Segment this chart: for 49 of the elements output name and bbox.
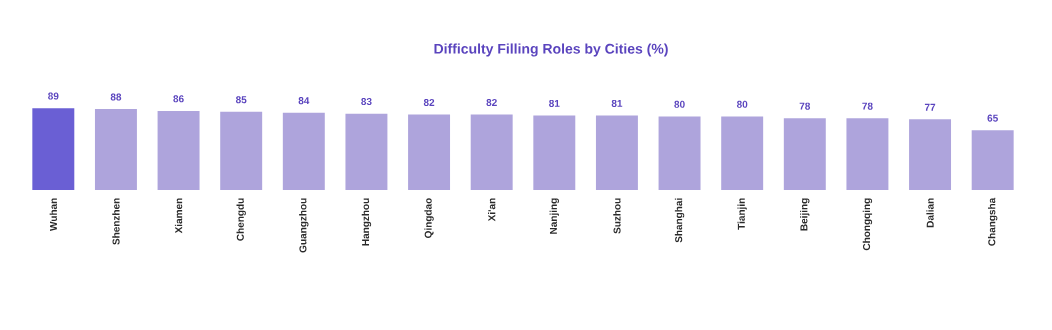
x-tick-label: Xiamen <box>174 198 183 234</box>
x-tick-label: Chongqing <box>862 198 873 251</box>
x-tick-label: Hangzhou <box>361 198 372 246</box>
bar <box>533 115 576 191</box>
x-tick-label: Wuhan <box>49 198 57 231</box>
data-label: 78 <box>862 102 873 110</box>
x-tick-label: Tianjin <box>737 198 747 230</box>
data-label: 77 <box>924 103 936 111</box>
bar <box>345 113 388 191</box>
data-label: 82 <box>423 98 435 107</box>
data-label: 80 <box>736 100 748 108</box>
bar <box>846 118 889 191</box>
x-tick-label: Changsha <box>987 197 998 246</box>
x-tick-label: Xi'an <box>488 198 496 222</box>
data-label: 65 <box>987 114 998 122</box>
data-label: 83 <box>361 98 372 106</box>
x-tick-label: Guangzhou <box>299 198 309 253</box>
data-label: 85 <box>235 96 247 104</box>
bar <box>909 119 952 191</box>
bar <box>408 114 451 191</box>
bar <box>595 115 638 191</box>
bar <box>470 114 513 191</box>
data-label: 86 <box>173 95 184 103</box>
data-label: 80 <box>674 100 685 108</box>
x-tick-label: Beijing <box>800 198 810 231</box>
bar <box>658 116 701 191</box>
x-tick-label: Nanjing <box>549 198 559 234</box>
data-label: 81 <box>549 99 560 107</box>
data-label: 84 <box>298 97 310 105</box>
data-label: 89 <box>48 92 59 100</box>
bar <box>783 118 826 191</box>
x-tick-label: Shanghai <box>674 198 685 243</box>
data-label: 88 <box>110 93 122 101</box>
x-tick-label: Dalian <box>926 198 934 228</box>
bar <box>157 110 200 191</box>
bar <box>721 116 764 191</box>
bar <box>220 111 263 191</box>
chart-title: Difficulty Filling Roles by Cities (%) <box>434 43 668 57</box>
data-label: 81 <box>611 99 623 107</box>
x-tick-label: Shenzhen <box>112 198 120 245</box>
bar <box>32 108 75 191</box>
bar <box>282 112 325 191</box>
x-tick-label: Qingdao <box>424 198 434 238</box>
bar <box>971 130 1014 191</box>
x-tick-label: Chengdu <box>236 198 246 241</box>
data-label: 78 <box>799 102 811 110</box>
bar <box>94 109 137 191</box>
x-tick-label: Suzhou <box>613 198 621 234</box>
data-label: 82 <box>486 98 497 107</box>
